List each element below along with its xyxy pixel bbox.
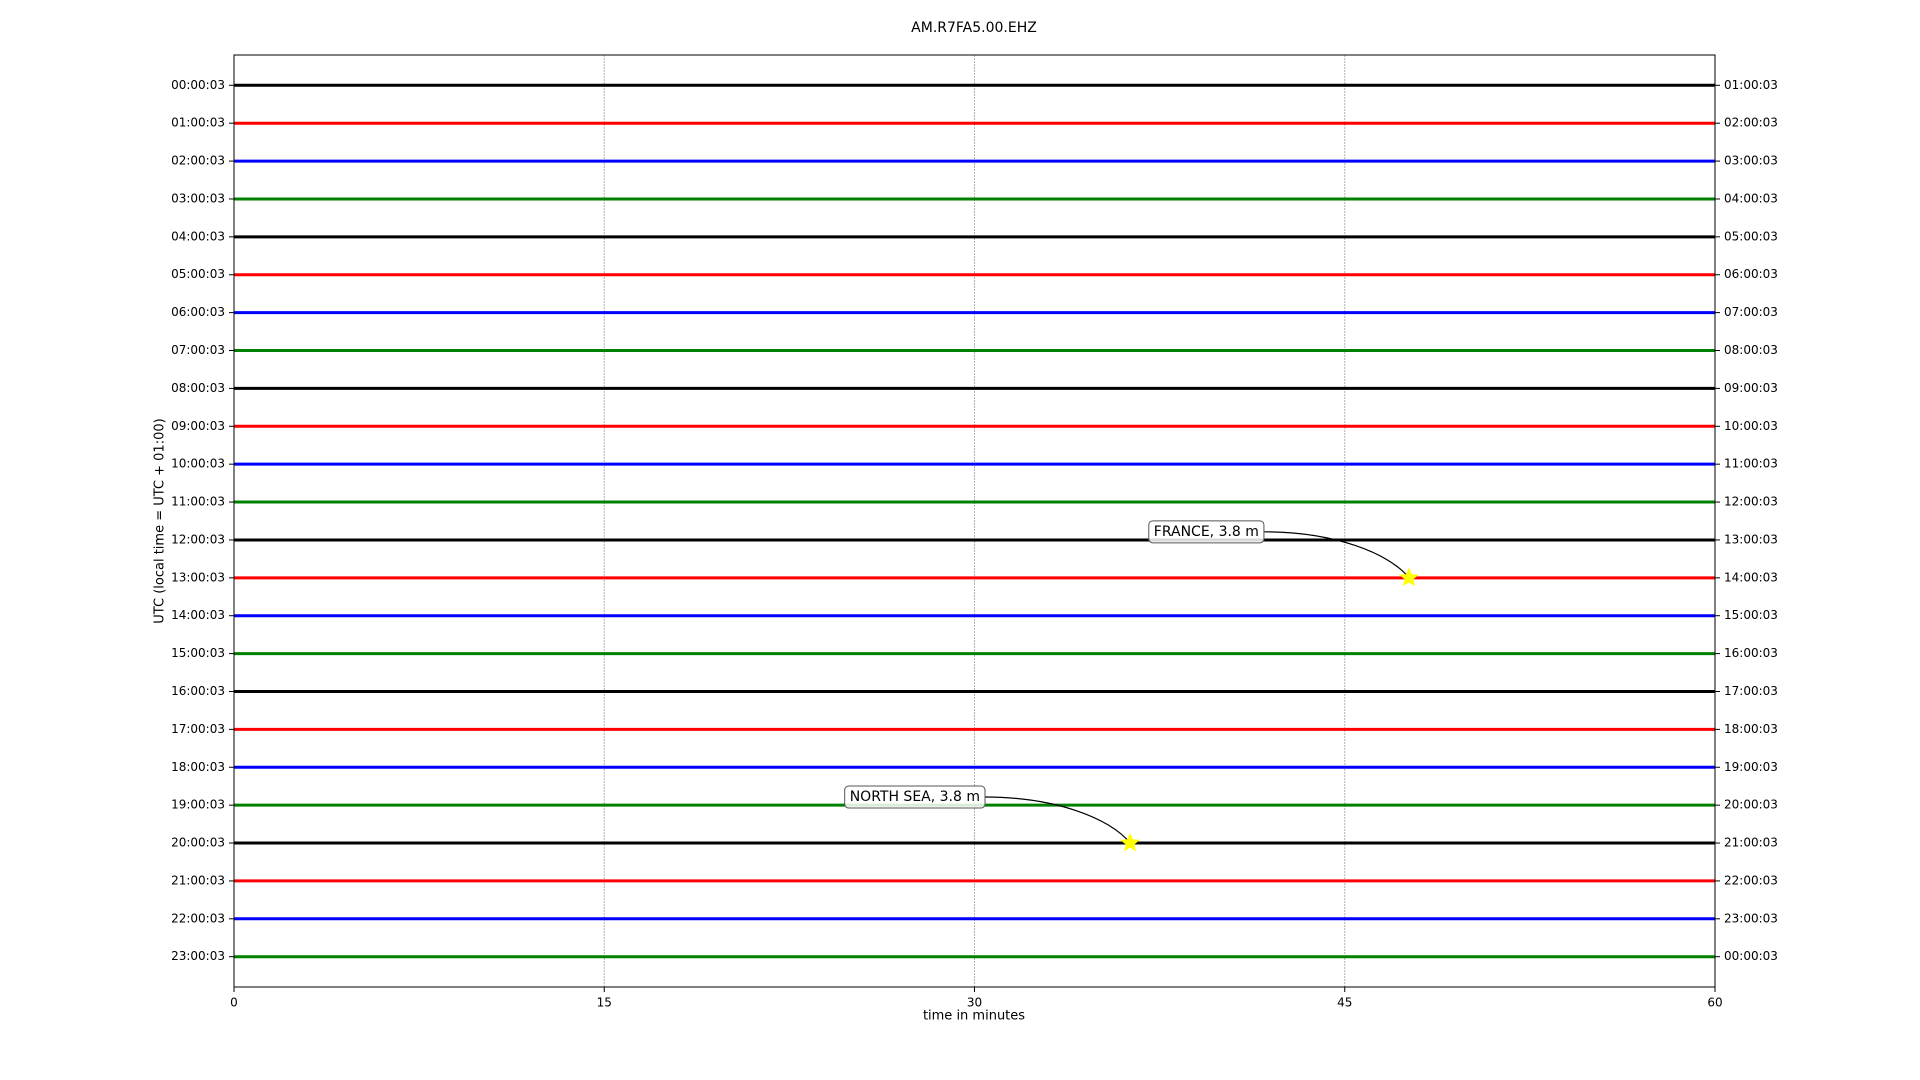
- y-tick-label: 00:00:03: [171, 78, 225, 92]
- event-label-box: [844, 785, 986, 809]
- y2-tick-label: 19:00:03: [1724, 760, 1778, 774]
- y-tick-label: 22:00:03: [171, 911, 225, 925]
- y2-tick-label: 10:00:03: [1724, 419, 1778, 433]
- y-tick-label: 05:00:03: [171, 267, 225, 281]
- x-tick-label: 15: [597, 996, 612, 1010]
- y2-tick-label: 16:00:03: [1724, 646, 1778, 660]
- x-tick-label: 45: [1337, 996, 1352, 1010]
- y-tick-label: 14:00:03: [171, 608, 225, 622]
- y2-tick-label: 21:00:03: [1724, 836, 1778, 850]
- y2-tick-label: 15:00:03: [1724, 608, 1778, 622]
- y2-tick-label: 22:00:03: [1724, 873, 1778, 887]
- event-label: FRANCE, 3.8 m: [1154, 524, 1259, 540]
- y2-tick-label: 00:00:03: [1724, 949, 1778, 963]
- y2-tick-label: 06:00:03: [1724, 267, 1778, 281]
- y-tick-label: 12:00:03: [171, 532, 225, 546]
- y2-tick-label: 05:00:03: [1724, 229, 1778, 243]
- y2-tick-label: 01:00:03: [1724, 78, 1778, 92]
- y2-tick-label: 03:00:03: [1724, 154, 1778, 168]
- y-tick-label: 23:00:03: [171, 949, 225, 963]
- y-tick-label: 01:00:03: [171, 116, 225, 130]
- y-tick-label: 18:00:03: [171, 760, 225, 774]
- y-tick-label: 03:00:03: [171, 191, 225, 205]
- x-axis-label: time in minutes: [923, 1009, 1025, 1024]
- y2-tick-label: 02:00:03: [1724, 116, 1778, 130]
- y2-tick-label: 13:00:03: [1724, 532, 1778, 546]
- y-tick-label: 11:00:03: [171, 495, 225, 509]
- y-tick-label: 09:00:03: [171, 419, 225, 433]
- event-label: NORTH SEA, 3.8 m: [850, 789, 980, 805]
- y-axis-label: UTC (local time = UTC + 01:00): [153, 418, 168, 623]
- event-connector: [985, 796, 1131, 844]
- y-tick-label: 04:00:03: [171, 229, 225, 243]
- y2-tick-label: 14:00:03: [1724, 570, 1778, 584]
- plot-frame: [233, 54, 1716, 988]
- chart-title: AM.R7FA5.00.EHZ: [911, 20, 1037, 36]
- y2-tick-label: 11:00:03: [1724, 457, 1778, 471]
- y2-tick-label: 04:00:03: [1724, 191, 1778, 205]
- y-tick-label: 13:00:03: [171, 570, 225, 584]
- event-marker: [1120, 832, 1140, 852]
- event-connector: [1263, 531, 1410, 579]
- y-tick-label: 16:00:03: [171, 684, 225, 698]
- y-tick-label: 06:00:03: [171, 305, 225, 319]
- y2-tick-label: 12:00:03: [1724, 495, 1778, 509]
- y-tick-label: 08:00:03: [171, 381, 225, 395]
- y-tick-label: 20:00:03: [171, 836, 225, 850]
- y-tick-label: 17:00:03: [171, 722, 225, 736]
- y2-tick-label: 18:00:03: [1724, 722, 1778, 736]
- y-tick-label: 02:00:03: [171, 154, 225, 168]
- y-tick-label: 07:00:03: [171, 343, 225, 357]
- y-tick-label: 15:00:03: [171, 646, 225, 660]
- x-tick-label: 60: [1707, 996, 1722, 1010]
- y2-tick-label: 17:00:03: [1724, 684, 1778, 698]
- x-tick-label: 30: [967, 996, 982, 1010]
- y2-tick-label: 23:00:03: [1724, 911, 1778, 925]
- y-tick-label: 21:00:03: [171, 873, 225, 887]
- y2-tick-label: 20:00:03: [1724, 798, 1778, 812]
- x-tick-label: 0: [230, 996, 238, 1010]
- event-label-box: [1148, 520, 1265, 544]
- y2-tick-label: 08:00:03: [1724, 343, 1778, 357]
- event-marker: [1399, 567, 1419, 587]
- y2-tick-label: 07:00:03: [1724, 305, 1778, 319]
- y-tick-label: 19:00:03: [171, 798, 225, 812]
- y-tick-label: 10:00:03: [171, 457, 225, 471]
- y2-tick-label: 09:00:03: [1724, 381, 1778, 395]
